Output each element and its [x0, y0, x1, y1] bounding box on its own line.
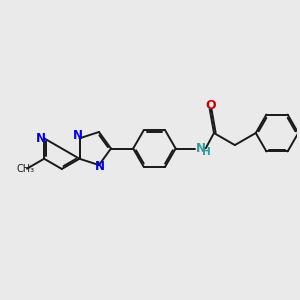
Text: N: N [73, 129, 83, 142]
Text: N: N [196, 142, 206, 155]
Text: N: N [95, 160, 105, 173]
Text: N: N [36, 132, 46, 145]
Text: H: H [202, 147, 211, 157]
Text: CH₃: CH₃ [16, 164, 35, 174]
Text: O: O [205, 99, 216, 112]
